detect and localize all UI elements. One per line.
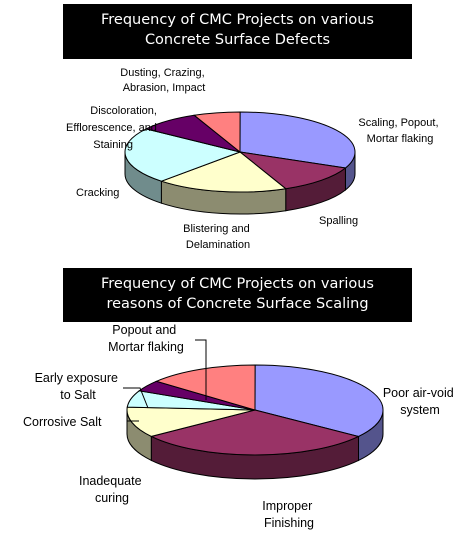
- leader-line-popout: [195, 339, 207, 400]
- pie-chart-scaling-reasons: [126, 364, 384, 480]
- chart2-title-line2: reasons of Concrete Surface Scaling: [106, 296, 369, 312]
- label-inadequate-curing: Inadequate curing: [79, 474, 145, 505]
- label-dusting: Dusting, Crazing, Abrasion, Impact: [120, 67, 207, 94]
- label-spalling: Spalling: [319, 215, 358, 227]
- label-corrosive-salt: Corrosive Salt: [23, 415, 102, 429]
- chart2-title-line1: Frequency of CMC Projects on various: [101, 276, 374, 292]
- pie-chart-defects: [124, 111, 356, 215]
- defects-slice-6: [193, 111, 241, 154]
- label-discoloration: Discoloration, Efflorescence, and Staini…: [66, 105, 160, 151]
- chart2-labels: Popout and Mortar flaking Early exposure…: [23, 323, 457, 530]
- label-popout: Popout and Mortar flaking: [108, 323, 184, 354]
- chart1-title: Frequency of CMC Projects on various Con…: [63, 4, 412, 59]
- label-cracking: Cracking: [76, 187, 119, 199]
- label-improper-finishing: Improper Finishing: [262, 499, 316, 530]
- leader-line-early-exposure: [123, 387, 149, 409]
- chart1-title-line2: Concrete Surface Defects: [144, 32, 331, 48]
- chart1-labels: Dusting, Crazing, Abrasion, Impact Disco…: [66, 67, 441, 251]
- label-early-exposure: Early exposure to Salt: [35, 371, 122, 402]
- leader-lines: [123, 339, 207, 422]
- label-poor-air-void: Poor air-void system: [383, 386, 457, 417]
- defects-slice-2: [238, 151, 347, 190]
- chart1-title-line1: Frequency of CMC Projects on various: [101, 12, 374, 28]
- scaling-slice-2: [149, 409, 360, 456]
- scaling-slice-3: [126, 406, 256, 437]
- defects-slice-4: [124, 128, 242, 182]
- chart2-title: Frequency of CMC Projects on various rea…: [63, 268, 412, 322]
- label-scaling: Scaling, Popout, Mortar flaking: [358, 117, 441, 145]
- defects-slice-1: [239, 111, 356, 169]
- scaling-slice-1: [254, 364, 384, 438]
- defects-slice-3: [159, 151, 287, 193]
- label-blistering: Blistering and Delamination: [183, 223, 253, 251]
